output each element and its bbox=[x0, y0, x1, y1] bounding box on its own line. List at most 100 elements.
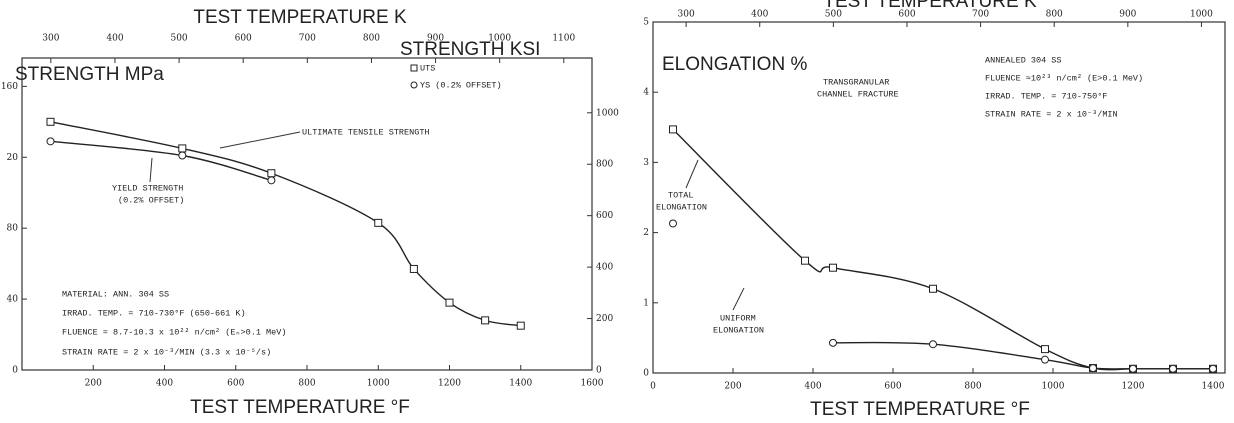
y-axis-title: STRENGTH MPa bbox=[15, 64, 164, 85]
annotation: ELONGATION bbox=[656, 202, 707, 212]
y2-tick-label: 0 bbox=[596, 366, 602, 376]
annotation: UNIFORM bbox=[720, 313, 756, 323]
plot-frame bbox=[652, 21, 1226, 374]
x2-tick-label: 1000 bbox=[488, 34, 511, 44]
x2-tick-label: 600 bbox=[235, 34, 252, 44]
x-tick-label: 1000 bbox=[367, 379, 390, 389]
y2-tick-label: 1000 bbox=[596, 108, 619, 118]
x2-axis-title: TEST TEMPERATURE K bbox=[193, 7, 407, 28]
x2-tick-label: 500 bbox=[170, 34, 187, 44]
annotation: TOTAL bbox=[668, 190, 694, 200]
x-tick-label: 200 bbox=[724, 382, 741, 392]
x2-tick-label: 1100 bbox=[552, 34, 575, 44]
y2-tick-label: 200 bbox=[596, 314, 613, 324]
marker bbox=[267, 169, 276, 178]
annotation: ELONGATION bbox=[713, 325, 764, 335]
y-tick-label: 0 bbox=[643, 369, 649, 379]
marker bbox=[46, 117, 55, 126]
x2-tick-label: 500 bbox=[825, 10, 842, 20]
annotation: ANNEALED 304 SS bbox=[985, 55, 1062, 65]
annotation: CHANNEL FRACTURE bbox=[817, 89, 899, 99]
y-tick-label: 80 bbox=[7, 224, 19, 234]
x2-tick-label: 900 bbox=[427, 34, 444, 44]
x2-tick-label: 800 bbox=[1046, 10, 1063, 20]
marker bbox=[1209, 364, 1217, 373]
marker bbox=[929, 340, 937, 349]
x-tick-label: 1600 bbox=[581, 379, 604, 389]
y-tick-label: 4 bbox=[643, 88, 649, 98]
marker bbox=[481, 316, 490, 325]
y2-tick-label: 800 bbox=[596, 160, 613, 170]
x2-tick-label: 600 bbox=[898, 10, 915, 20]
y-axis-title: ELONGATION % bbox=[662, 54, 807, 75]
annotation: TRANSGRANULAR bbox=[823, 77, 889, 87]
annotation: FLUENCE = 8.7-10.3 x 10²² n/cm² (Eₙ>0.1 … bbox=[62, 327, 286, 337]
x2-tick-label: 1000 bbox=[1190, 10, 1213, 20]
y-tick-label: 3 bbox=[643, 158, 649, 168]
annotation: ULTIMATE TENSILE STRENGTH bbox=[302, 127, 430, 137]
x2-tick-label: 700 bbox=[972, 10, 989, 20]
marker bbox=[1041, 355, 1049, 364]
x-axis-title: TEST TEMPERATURE °F bbox=[190, 397, 410, 418]
x-tick-label: 600 bbox=[227, 379, 244, 389]
marker bbox=[1089, 364, 1097, 373]
leader-line bbox=[732, 287, 745, 311]
x-tick-label: 200 bbox=[85, 379, 102, 389]
x-tick-label: 800 bbox=[298, 379, 315, 389]
y-tick-label: 40 bbox=[7, 295, 19, 305]
marker bbox=[829, 263, 837, 272]
x2-axis-title: TEST TEMPERATURE K bbox=[823, 0, 1037, 12]
leader-line bbox=[685, 159, 699, 189]
annotation: FLUENCE ≈10²³ n/cm² (E>0.1 MeV) bbox=[985, 73, 1143, 83]
x-tick-label: 0 bbox=[650, 382, 656, 392]
leader-line bbox=[149, 157, 153, 183]
annotation: STRAIN RATE = 2 x 10⁻³/MIN (3.3 x 10⁻⁵/s… bbox=[62, 347, 271, 357]
marker bbox=[669, 125, 677, 134]
x2-tick-label: 400 bbox=[751, 10, 768, 20]
annotation: YIELD STRENGTH bbox=[112, 183, 183, 193]
x2-tick-label: 300 bbox=[678, 10, 695, 20]
marker bbox=[929, 284, 937, 293]
y2-axis-title: STRENGTH KSI bbox=[400, 39, 540, 60]
y-tick-label: 5 bbox=[643, 18, 649, 28]
marker bbox=[1041, 345, 1049, 354]
marker bbox=[267, 176, 276, 185]
x-axis-title: TEST TEMPERATURE °F bbox=[810, 399, 1030, 420]
y-tick-label: 160 bbox=[1, 82, 18, 92]
marker bbox=[801, 256, 809, 265]
y-tick-label: 2 bbox=[643, 228, 649, 238]
x2-tick-label: 800 bbox=[363, 34, 380, 44]
marker bbox=[178, 151, 187, 160]
x-tick-label: 600 bbox=[884, 382, 901, 392]
legend-marker bbox=[410, 64, 418, 72]
annotation: (0.2% OFFSET) bbox=[118, 195, 184, 205]
annotation: MATERIAL: ANN. 304 SS bbox=[62, 289, 169, 299]
marker bbox=[1129, 364, 1137, 373]
x2-tick-label: 400 bbox=[106, 34, 123, 44]
marker bbox=[374, 218, 383, 227]
x2-tick-label: 300 bbox=[42, 34, 59, 44]
annotation: IRRAD. TEMP. = 710-750°F bbox=[985, 91, 1107, 101]
marker bbox=[1169, 364, 1177, 373]
y2-tick-label: 600 bbox=[596, 211, 613, 221]
legend-label: UTS bbox=[420, 63, 435, 73]
annotation: IRRAD. TEMP. = 710-730°F (650-661 K) bbox=[62, 308, 246, 318]
x-tick-label: 1200 bbox=[438, 379, 461, 389]
x-tick-label: 1200 bbox=[1122, 382, 1145, 392]
marker bbox=[445, 298, 454, 307]
marker bbox=[46, 137, 55, 146]
x2-tick-label: 700 bbox=[299, 34, 316, 44]
x-tick-label: 1000 bbox=[1042, 382, 1065, 392]
y-tick-label: 0 bbox=[12, 366, 18, 376]
marker bbox=[829, 338, 837, 347]
y-tick-label: 1 bbox=[643, 298, 649, 308]
legend-marker bbox=[410, 81, 418, 89]
marker bbox=[669, 219, 677, 228]
marker bbox=[178, 144, 187, 153]
marker bbox=[516, 321, 525, 330]
leader-line bbox=[219, 131, 301, 149]
annotation: STRAIN RATE = 2 x 10⁻³/MIN bbox=[985, 109, 1118, 119]
x-tick-label: 1400 bbox=[1202, 382, 1225, 392]
